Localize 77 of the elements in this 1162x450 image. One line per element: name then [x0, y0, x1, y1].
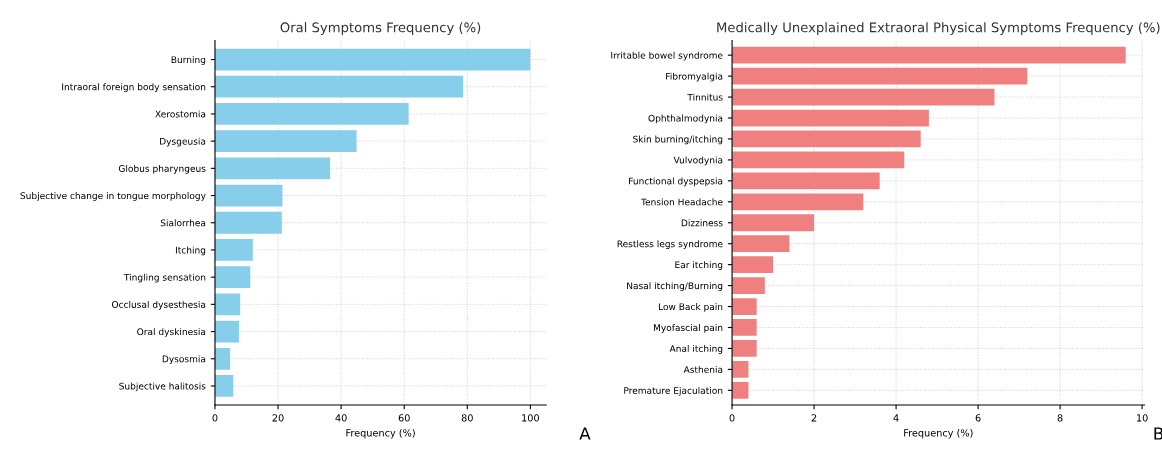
bar [732, 298, 757, 315]
x-tick-label: 4 [893, 414, 899, 422]
y-tick-label: Itching [175, 246, 206, 256]
x-tick-label: 0 [212, 414, 218, 422]
bar [732, 109, 929, 127]
y-tick-label: Burning [171, 56, 206, 65]
y-tick-label: Dysosmia [162, 355, 206, 365]
y-tick-label: Vulvodynia [673, 156, 723, 166]
y-tick-label: Nasal itching/Burning [627, 282, 723, 291]
y-tick-label: Sialorrhea [160, 219, 206, 227]
y-tick-label: Fibromyalgia [666, 72, 723, 82]
bar [732, 361, 749, 378]
chart-title: Oral Symptoms Frequency (%) [280, 22, 481, 35]
y-tick-label: Tension Headache [641, 198, 723, 206]
y-tick-label: Xerostomia [155, 110, 206, 118]
y-tick-label: Functional dyspepsia [629, 177, 723, 187]
y-tick-label: Tinnitus [687, 93, 723, 101]
y-tick-label: Asthenia [683, 365, 723, 373]
y-tick-label: Dysgeusia [160, 137, 206, 147]
bar [214, 157, 331, 180]
bar [732, 319, 757, 336]
y-tick-label: Globus pharyngeus [118, 164, 206, 174]
bar [214, 239, 253, 261]
bar [732, 88, 995, 106]
y-tick-label: Oral dyskinesia [137, 328, 206, 337]
bar [214, 347, 231, 370]
x-tick-label: 100 [522, 414, 539, 422]
y-tick-label: Intraoral foreign body sensation [62, 83, 206, 93]
bar [214, 211, 282, 234]
y-tick-label: Subjective change in tongue morphology [20, 192, 206, 201]
y-tick-label: Tingling sensation [123, 273, 206, 283]
y-tick-label: Low Back pain [658, 303, 723, 312]
bar [214, 266, 251, 289]
bar [214, 184, 283, 207]
text: A [579, 427, 591, 440]
y-tick-label: Irritable bowel syndrome [611, 51, 723, 61]
x-tick-label: 2 [811, 414, 817, 422]
y-tick-label: Ophthalmodynia [648, 114, 723, 124]
bar [732, 214, 815, 232]
bar [732, 235, 790, 253]
y-tick-label: Ear itching [675, 261, 723, 270]
x-tick-label: 40 [335, 414, 347, 422]
bar [732, 193, 864, 211]
y-tick-label: Dizziness [681, 219, 723, 227]
bar [732, 130, 921, 148]
chart-title: Medically Unexplained Extraoral Physical Symptoms Frequency (%) [717, 22, 1160, 35]
bar [214, 75, 464, 98]
bar [732, 67, 1028, 85]
x-tick-label: 60 [398, 414, 410, 422]
y-tick-label: Skin burning/itching [633, 135, 723, 145]
y-tick-label: Anal itching [669, 345, 723, 354]
x-axis-title: Frequency (%) [346, 429, 415, 439]
x-tick-label: 6 [975, 414, 981, 422]
bar [732, 340, 757, 357]
bar [214, 48, 531, 71]
x-axis-title: Frequency (%) [904, 429, 973, 439]
x-tick-label: 10 [1136, 414, 1148, 422]
bar [732, 46, 1126, 64]
bar [214, 130, 357, 153]
x-tick-label: 8 [1057, 414, 1063, 422]
bar [732, 172, 880, 190]
y-tick-label: Myofascial pain [653, 324, 723, 333]
y-tick-label: Subjective halitosis [119, 382, 206, 392]
x-tick-label: 20 [272, 414, 284, 422]
bar [732, 256, 774, 274]
y-tick-label: Occlusal dysesthesia [111, 300, 206, 310]
bar [732, 381, 749, 399]
bar [214, 320, 239, 343]
bar [214, 293, 241, 316]
bar [214, 103, 409, 125]
bar [214, 375, 234, 397]
x-tick-label: 0 [729, 414, 735, 422]
y-tick-label: Premature Ejaculation [624, 386, 723, 396]
bar [732, 277, 765, 294]
y-tick-label: Restless legs syndrome [617, 240, 723, 250]
bar [732, 151, 905, 169]
x-tick-label: 80 [461, 414, 473, 422]
